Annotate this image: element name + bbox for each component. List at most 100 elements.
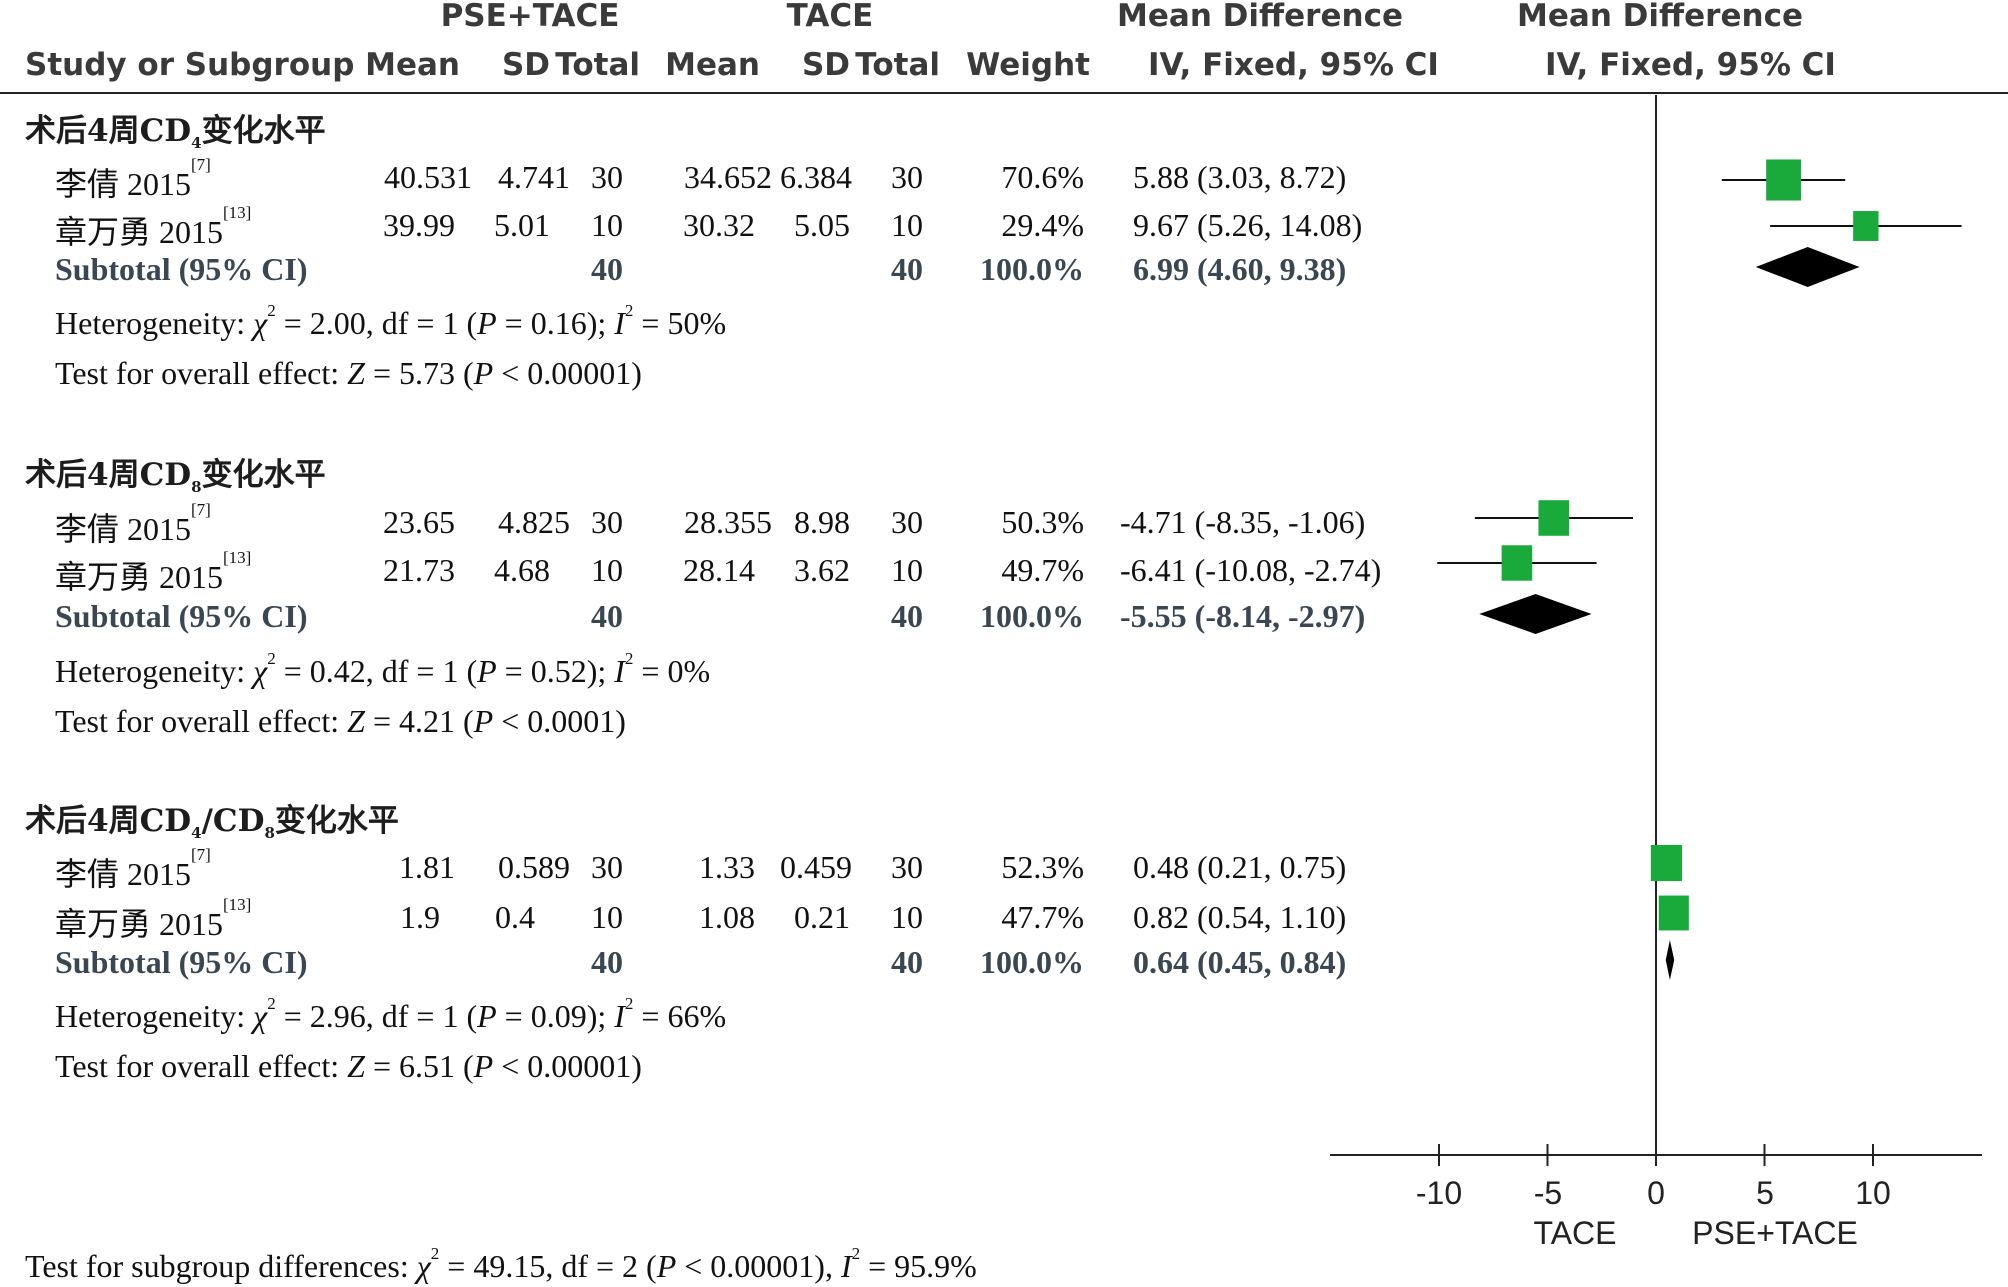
heterogeneity-text: Heterogeneity: χ2 = 0.42, df = 1 (P = 0.… — [55, 649, 711, 689]
favours-left-label: TACE — [1533, 1215, 1617, 1251]
study-marker — [1501, 545, 1533, 581]
subtotal-ci: 0.64 (0.45, 0.84) — [1133, 944, 1347, 980]
study-name: 章万勇 2015[13] — [55, 203, 252, 250]
sd-c-value: 5.05 — [794, 207, 850, 243]
ci-value: 0.82 (0.54, 1.10) — [1133, 899, 1347, 935]
study-marker — [1658, 895, 1689, 931]
sd-c-header: SD — [801, 47, 850, 83]
mean-c-value: 28.14 — [683, 552, 755, 588]
study-name: 章万勇 2015[13] — [55, 548, 252, 595]
subtotal-ci: 6.99 (4.60, 9.38) — [1133, 251, 1347, 287]
ci-value: -4.71 (-8.35, -1.06) — [1120, 504, 1366, 540]
overall-effect-text: Test for overall effect: Z = 5.73 (P < 0… — [55, 355, 642, 391]
x-tick-label: 0 — [1647, 1175, 1665, 1211]
mean-e-value: 23.65 — [383, 504, 455, 540]
ci-value: 5.88 (3.03, 8.72) — [1133, 159, 1347, 195]
weight-header: Weight — [966, 47, 1090, 83]
x-tick-label: 5 — [1756, 1175, 1774, 1211]
ci-value: 9.67 (5.26, 14.08) — [1133, 207, 1363, 243]
weight-value: 52.3% — [1001, 849, 1084, 885]
weight-value: 70.6% — [1001, 159, 1084, 195]
subtotal-total-c: 40 — [891, 251, 923, 287]
weight-value: 49.7% — [1001, 552, 1084, 588]
subtotal-total-e: 40 — [591, 944, 623, 980]
total-c-value: 10 — [891, 207, 923, 243]
mean-e-value: 40.531 — [384, 159, 472, 195]
effect-measure-header: Mean Difference — [1117, 0, 1403, 34]
overall-effect-text: Test for overall effect: Z = 4.21 (P < 0… — [55, 703, 626, 739]
sd-c-value: 0.459 — [780, 849, 852, 885]
mean-c-value: 28.355 — [684, 504, 772, 540]
x-tick-label: 10 — [1855, 1175, 1891, 1211]
study-name: 章万勇 2015[13] — [55, 895, 252, 942]
study-marker — [1650, 844, 1682, 882]
x-tick-label: -5 — [1533, 1175, 1563, 1211]
sd-c-value: 3.62 — [794, 552, 850, 588]
sd-e-value: 0.589 — [498, 849, 570, 885]
weight-value: 29.4% — [1001, 207, 1084, 243]
subtotal-weight: 100.0% — [980, 944, 1084, 980]
sd-e-header: SD — [501, 47, 550, 83]
ci-value: 0.48 (0.21, 0.75) — [1133, 849, 1347, 885]
weight-value: 50.3% — [1001, 504, 1084, 540]
study-name: 李倩 2015[7] — [55, 155, 211, 202]
subgroup-title: 术后4周CD4/CD8变化水平 — [25, 803, 399, 843]
subgroup-differences-text: Test for subgroup differences: χ2 = 49.1… — [25, 1244, 977, 1284]
total-e-value: 10 — [591, 899, 623, 935]
subtotal-label: Subtotal (95% CI) — [55, 944, 308, 980]
sd-e-value: 4.68 — [494, 552, 550, 588]
ci-text-header: IV, Fixed, 95% CI — [1148, 47, 1439, 83]
total-e-value: 10 — [591, 552, 623, 588]
total-c-value: 10 — [891, 899, 923, 935]
subtotal-label: Subtotal (95% CI) — [55, 251, 308, 287]
subgroup-title: 术后4周CD8变化水平 — [25, 457, 326, 497]
total-e-value: 10 — [591, 207, 623, 243]
sd-c-value: 8.98 — [794, 504, 850, 540]
study-name: 李倩 2015[7] — [55, 845, 211, 892]
mean-c-header: Mean — [665, 47, 760, 83]
subtotal-weight: 100.0% — [980, 251, 1084, 287]
sd-e-value: 4.741 — [498, 159, 570, 195]
total-c-value: 30 — [891, 849, 923, 885]
overall-effect-text: Test for overall effect: Z = 6.51 (P < 0… — [55, 1048, 642, 1084]
total-e-header: Total — [555, 47, 640, 83]
total-e-value: 30 — [591, 159, 623, 195]
ci-plot-header: IV, Fixed, 95% CI — [1545, 47, 1836, 83]
subgroup-title: 术后4周CD4变化水平 — [25, 113, 326, 153]
mean-e-header: Mean — [365, 47, 460, 83]
heterogeneity-text: Heterogeneity: χ2 = 2.96, df = 1 (P = 0.… — [55, 994, 727, 1034]
mean-c-value: 30.32 — [683, 207, 755, 243]
sd-e-value: 0.4 — [495, 899, 535, 935]
total-c-value: 30 — [891, 504, 923, 540]
group-experimental-header: PSE+TACE — [440, 0, 620, 34]
favours-right-label: PSE+TACE — [1692, 1215, 1858, 1251]
heterogeneity-text: Heterogeneity: χ2 = 2.00, df = 1 (P = 0.… — [55, 301, 727, 341]
mean-e-value: 21.73 — [383, 552, 455, 588]
ci-value: -6.41 (-10.08, -2.74) — [1120, 552, 1382, 588]
subtotal-label: Subtotal (95% CI) — [55, 598, 308, 634]
mean-e-value: 1.9 — [400, 899, 440, 935]
sd-c-value: 6.384 — [780, 159, 852, 195]
subtotal-weight: 100.0% — [980, 598, 1084, 634]
study-marker — [1766, 159, 1802, 201]
subtotal-total-e: 40 — [591, 598, 623, 634]
total-e-value: 30 — [591, 504, 623, 540]
mean-c-value: 1.33 — [699, 849, 755, 885]
subtotal-diamond — [1755, 247, 1860, 287]
effect-plot-header: Mean Difference — [1517, 0, 1803, 34]
weight-value: 47.7% — [1001, 899, 1084, 935]
total-c-value: 10 — [891, 552, 923, 588]
mean-e-value: 1.81 — [399, 849, 455, 885]
total-c-header: Total — [855, 47, 940, 83]
total-e-value: 30 — [591, 849, 623, 885]
sd-c-value: 0.21 — [794, 899, 850, 935]
mean-e-value: 39.99 — [383, 207, 455, 243]
subtotal-total-c: 40 — [891, 944, 923, 980]
study-marker — [1853, 211, 1879, 241]
total-c-value: 30 — [891, 159, 923, 195]
subtotal-total-e: 40 — [591, 251, 623, 287]
sd-e-value: 5.01 — [494, 207, 550, 243]
study-column-header: Study or Subgroup — [25, 47, 355, 83]
subtotal-diamond — [1665, 940, 1675, 980]
